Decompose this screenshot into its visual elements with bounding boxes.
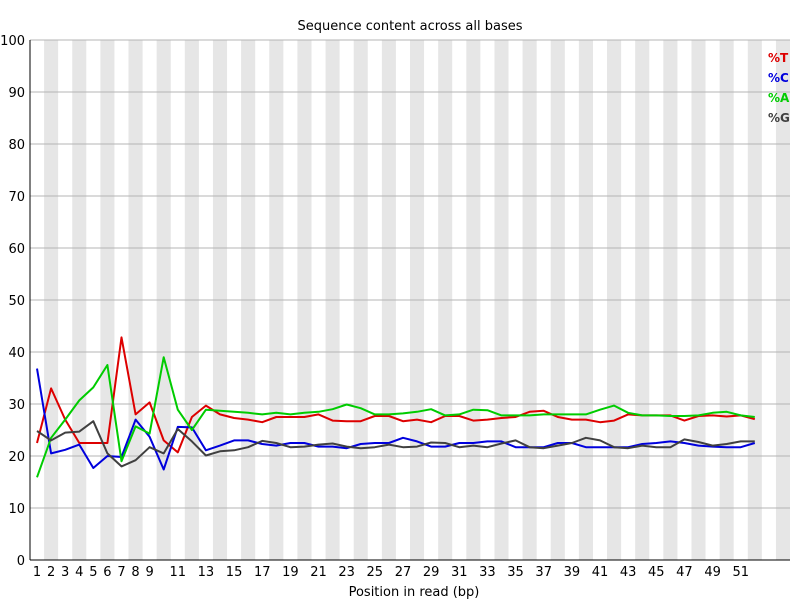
series-line-pct-a xyxy=(36,356,755,478)
x-tick-label: 45 xyxy=(648,565,665,580)
y-tick-labels: 0 10 20 30 40 50 60 70 80 90 100 xyxy=(0,34,25,569)
y-tick-label: 100 xyxy=(0,34,25,49)
y-tick-label: 30 xyxy=(8,398,25,413)
x-tick-label: 17 xyxy=(254,565,271,580)
x-tick-label: 37 xyxy=(535,565,552,580)
series-line-pct-c xyxy=(36,368,756,471)
x-tick-label: 47 xyxy=(676,565,693,580)
x-tick-label: 49 xyxy=(704,565,721,580)
series-lines xyxy=(36,336,756,478)
x-tick-label: 39 xyxy=(564,565,581,580)
x-tick-label: 19 xyxy=(282,565,299,580)
x-tick-label: 27 xyxy=(395,565,412,580)
chart-title: Sequence content across all bases xyxy=(297,19,522,34)
x-tick-label: 5 xyxy=(89,565,97,580)
legend-entry: %A xyxy=(768,91,790,105)
x-tick-label: 1 xyxy=(33,565,41,580)
x-axis-label: Position in read (bp) xyxy=(349,585,480,600)
y-tick-label: 90 xyxy=(8,86,25,101)
x-tick-label: 13 xyxy=(198,565,215,580)
x-tick-label: 6 xyxy=(103,565,111,580)
x-tick-label: 23 xyxy=(338,565,355,580)
x-tick-label: 25 xyxy=(367,565,384,580)
legend-entry: %G xyxy=(768,111,790,125)
x-tick-label: 7 xyxy=(117,565,125,580)
legend-entry: %T xyxy=(768,51,789,65)
series-line-pct-g xyxy=(36,420,755,468)
y-tick-label: 20 xyxy=(8,450,25,465)
x-tick-label: 29 xyxy=(423,565,440,580)
x-tick-label: 41 xyxy=(592,565,609,580)
x-tick-label: 43 xyxy=(620,565,637,580)
x-tick-label: 21 xyxy=(310,565,327,580)
x-tick-label: 9 xyxy=(145,565,153,580)
legend-entry: %C xyxy=(768,71,789,85)
y-tick-label: 50 xyxy=(8,294,25,309)
x-tick-label: 35 xyxy=(507,565,524,580)
x-tick-label: 3 xyxy=(61,565,69,580)
legend: %T %C %A %G xyxy=(768,51,790,125)
x-tick-label: 15 xyxy=(226,565,243,580)
y-tick-label: 70 xyxy=(8,190,25,205)
y-tick-label: 0 xyxy=(17,554,25,569)
x-tick-label: 4 xyxy=(75,565,83,580)
y-tick-label: 10 xyxy=(8,502,25,517)
x-tick-labels: 1 2 3 4 5 6 7 8 9 11 13 15 17 19 21 23 25 27 29 31 33 35 37 39 4… xyxy=(33,565,749,580)
y-tick-label: 80 xyxy=(8,138,25,153)
y-tick-label: 60 xyxy=(8,242,25,257)
x-tick-label: 11 xyxy=(170,565,187,580)
y-tick-label: 40 xyxy=(8,346,25,361)
x-tick-label: 33 xyxy=(479,565,496,580)
x-tick-label: 31 xyxy=(451,565,468,580)
x-tick-label: 51 xyxy=(732,565,749,580)
x-tick-label: 8 xyxy=(131,565,139,580)
x-tick-label: 2 xyxy=(47,565,55,580)
